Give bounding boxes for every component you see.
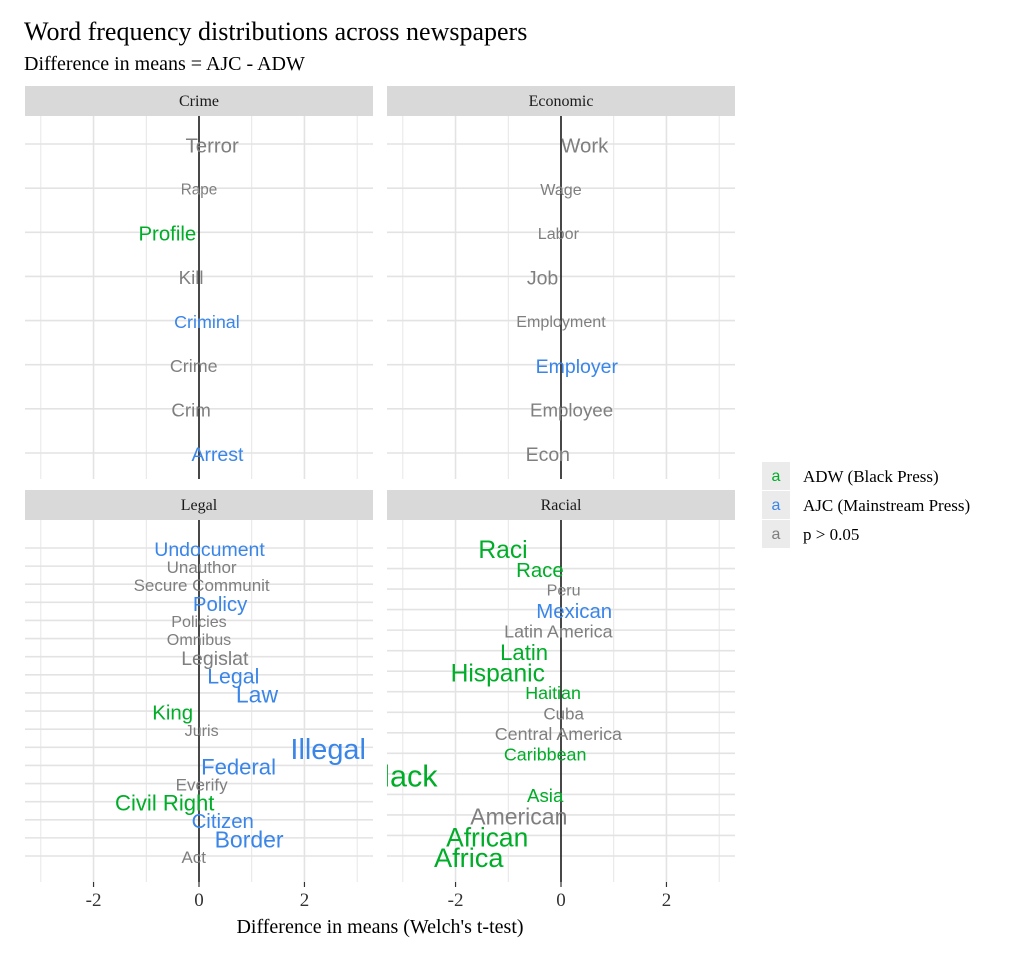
word-label: Raci: [478, 537, 527, 564]
word-label: Caribbean: [504, 745, 587, 765]
facet-panels: Crime Terror Rape Profile Kill Criminal Crime C…: [25, 86, 735, 882]
word-label: Crim: [171, 400, 210, 421]
x-tick-label: -2: [86, 890, 102, 911]
word-label: Race: [516, 560, 564, 582]
word-label: Central America: [495, 724, 622, 744]
facet-strip-label: Crime: [179, 93, 219, 110]
word-label: Policies: [171, 613, 226, 631]
word-label: Work: [561, 135, 609, 157]
legend-item-ajc: a AJC (Mainstream Press): [762, 491, 970, 519]
word-label: Latin: [500, 640, 548, 665]
word-label: Legal: [207, 665, 259, 689]
word-label: Illegal: [290, 734, 366, 766]
word-label: African: [446, 822, 528, 852]
word-label: Law: [236, 681, 279, 707]
facet-strip-label: Legal: [181, 497, 218, 514]
chart-subtitle: Difference in means = AJC - ADW: [24, 53, 305, 75]
word-labels: Terror Rape Profile Kill Criminal Crime Crim Ar…: [138, 135, 244, 466]
word-label: Terror: [186, 135, 239, 157]
x-tick-label: 2: [662, 890, 672, 911]
word-label: Act: [181, 848, 206, 867]
legend-label: AJC (Mainstream Press): [803, 496, 970, 515]
word-label: Kill: [179, 267, 204, 288]
facet-strip-label: Economic: [529, 93, 594, 110]
word-label: Citizen: [192, 811, 254, 833]
facet-strip: [25, 86, 373, 116]
x-tick-label: 2: [300, 890, 310, 911]
word-label: Job: [527, 267, 559, 289]
word-label: Employee: [530, 400, 613, 421]
word-label: Haitian: [525, 683, 581, 703]
word-label: Undocument: [154, 539, 265, 561]
word-label: Juris: [185, 722, 219, 740]
legend-item-adw: a ADW (Black Press): [762, 462, 939, 490]
word-label: Africa: [434, 842, 504, 873]
word-label: Policy: [193, 594, 248, 616]
word-labels: Work Wage Labor Job Employment Employer Employ…: [516, 135, 618, 466]
legend-item-ns: a p > 0.05: [762, 520, 859, 548]
legend-symbol: a: [772, 468, 781, 485]
word-label: Rape: [181, 181, 218, 198]
facet-strip: [25, 490, 373, 520]
word-label: Peru: [547, 582, 581, 600]
legend: a ADW (Black Press) a AJC (Mainstream Press…: [762, 462, 970, 548]
x-axis: -2 0 2 -2 0 2: [86, 882, 672, 911]
word-label: Mexican: [536, 601, 612, 623]
x-axis-label: Difference in means (Welch's t-test): [236, 916, 523, 938]
word-label: Unauthor: [167, 558, 237, 577]
word-label: Employment: [516, 313, 606, 331]
word-label: Labor: [538, 225, 580, 243]
word-label: Legislat: [181, 648, 249, 670]
chart-title: Word frequency distributions across news…: [24, 17, 527, 46]
word-label: American: [470, 803, 567, 829]
facet-panel-crime: Crime Terror Rape Profile Kill Criminal Crime C…: [25, 86, 373, 479]
legend-label: p > 0.05: [803, 525, 859, 544]
legend-label: ADW (Black Press): [803, 467, 939, 486]
legend-key: [762, 491, 790, 519]
x-tick-label: 0: [194, 890, 204, 911]
word-label: Econ: [526, 444, 570, 466]
facet-strip-label: Racial: [541, 497, 582, 514]
word-label: Hispanic: [451, 660, 545, 687]
legend-symbol: a: [772, 526, 781, 543]
word-label: Border: [215, 826, 284, 852]
x-tick-label: 0: [556, 890, 566, 911]
facet-panel-economic: Economic Work Wage Labor Job Employment Employ…: [387, 86, 735, 479]
legend-key: [762, 520, 790, 548]
word-label: Omnibus: [167, 631, 231, 649]
word-label: Wage: [540, 181, 581, 199]
word-label: Cuba: [543, 704, 584, 723]
word-label: King: [152, 702, 193, 724]
word-label: Latin America: [504, 621, 612, 641]
word-label: Secure Communit: [134, 576, 270, 595]
word-label: Civil Right: [115, 791, 214, 816]
word-label: Federal: [201, 755, 276, 780]
word-label: Criminal: [174, 312, 240, 332]
word-label: Crime: [170, 356, 218, 376]
x-tick-label: -2: [448, 890, 464, 911]
legend-symbol: a: [772, 497, 781, 514]
word-label: Black: [363, 759, 439, 793]
word-label: Asia: [527, 785, 564, 806]
word-label: Employer: [536, 356, 619, 378]
legend-key: [762, 462, 790, 490]
word-label: Everify: [176, 776, 228, 795]
facet-strip: [387, 490, 735, 520]
word-label: Profile: [138, 224, 196, 246]
word-label: Arrest: [191, 444, 244, 466]
facet-strip: [387, 86, 735, 116]
